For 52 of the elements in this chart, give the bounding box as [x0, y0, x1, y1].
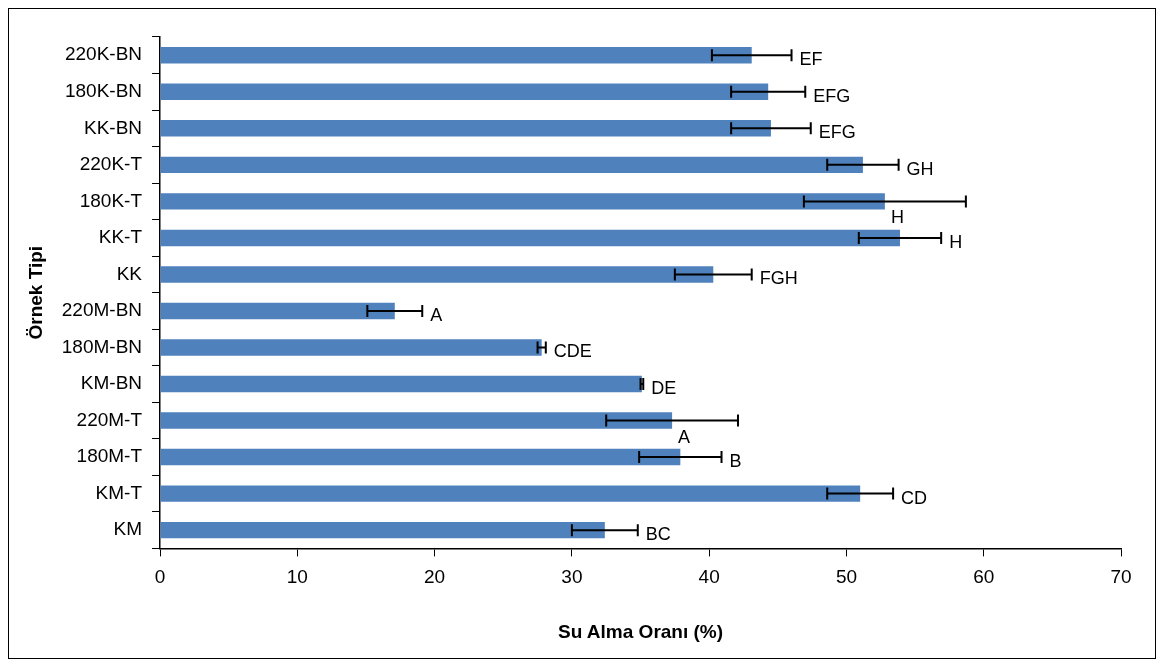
data-label: CDE — [553, 341, 592, 362]
data-label: DE — [651, 377, 677, 398]
data-label: B — [729, 451, 742, 472]
data-label: A — [678, 426, 691, 447]
bar — [160, 448, 681, 466]
y-tick-label: 220M-BN — [61, 299, 143, 321]
bar — [160, 485, 861, 502]
x-tick-label: 60 — [973, 566, 995, 588]
data-label: GH — [906, 158, 934, 179]
data-label: CD — [901, 487, 928, 508]
bar — [160, 47, 752, 64]
data-label: EF — [799, 49, 823, 70]
data-label: A — [430, 304, 443, 325]
y-tick-label: 180M-T — [76, 445, 143, 467]
y-tick-label: KK-BN — [83, 116, 143, 138]
x-tick-label: 0 — [154, 566, 166, 588]
data-label: H — [890, 207, 904, 228]
bar — [160, 375, 642, 393]
bar — [160, 521, 605, 539]
y-tick-label: 220M-T — [76, 408, 143, 430]
data-label: EFG — [813, 85, 851, 106]
x-tick-label: 50 — [835, 566, 858, 588]
y-tick-label: KM-T — [95, 481, 143, 503]
bar — [160, 156, 863, 174]
y-axis-title: Örnek Tipi — [24, 245, 46, 340]
y-tick-label: 180K-BN — [64, 80, 143, 102]
x-tick-label: 40 — [698, 566, 720, 588]
bar — [160, 83, 769, 101]
data-label: H — [949, 231, 963, 252]
x-tick-label: 10 — [286, 566, 308, 588]
data-label: BC — [645, 524, 671, 545]
y-tick-label: 180M-BN — [61, 335, 143, 357]
y-tick-label: KM — [113, 518, 143, 540]
y-tick-label: 220K-BN — [64, 43, 143, 65]
bar — [160, 339, 542, 356]
x-tick-label: 20 — [424, 566, 446, 588]
y-tick-label: KM-BN — [80, 372, 143, 394]
data-label: FGH — [759, 268, 798, 289]
data-label: EFG — [818, 122, 856, 143]
bar — [160, 229, 900, 247]
y-tick-label: KK-T — [98, 226, 143, 248]
bar — [160, 302, 395, 320]
bar — [160, 412, 673, 429]
bar — [160, 120, 771, 137]
y-tick-label: 180K-T — [79, 189, 143, 211]
x-tick-label: 30 — [561, 566, 583, 588]
y-tick-label: KK — [116, 262, 143, 284]
x-axis-title: Su Alma Oranı (%) — [558, 620, 724, 642]
y-tick-label: 220K-T — [79, 153, 143, 175]
bar — [160, 266, 714, 283]
x-tick-label: 70 — [1110, 566, 1132, 588]
bar — [160, 193, 885, 210]
